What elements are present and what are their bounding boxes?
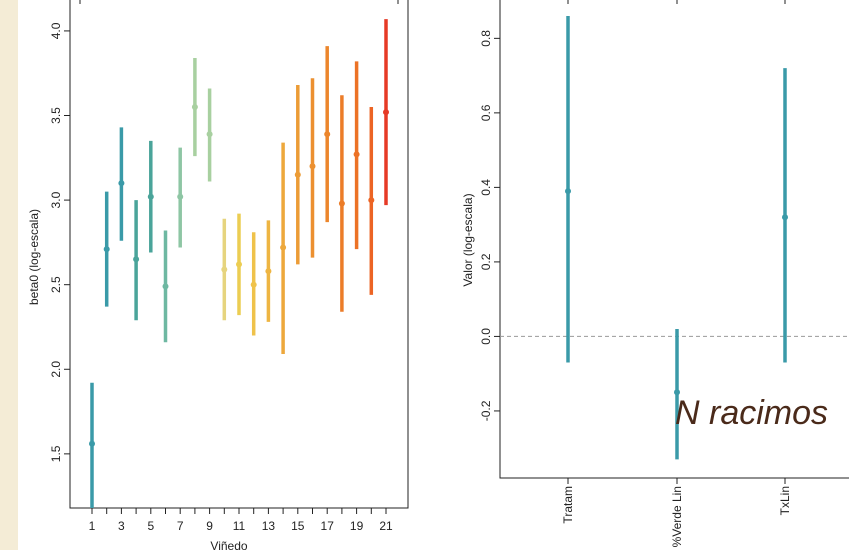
figure-panel: 1.5 2.0 2.5 3.0 3.5 4.0 1 3 5 7 9 11 13 15 17 19 21 beta0… <box>18 0 849 550</box>
y-tick-label: 0.4 <box>479 179 493 196</box>
point-vinedo-8 <box>191 104 198 111</box>
chart-beta0-vinedo: 1.52.02.53.03.54.01 3 5 7 9 11 13 15 17 19 21beta0… <box>27 0 409 550</box>
point-0 <box>565 188 571 195</box>
y-tick-label: 0.8 <box>479 30 493 47</box>
point-vinedo-15 <box>294 171 301 178</box>
point-vinedo-13 <box>265 268 272 275</box>
point-vinedo-12 <box>250 281 257 288</box>
x-tick-label: 3 <box>118 519 125 533</box>
x-tick-label: 15 <box>291 519 305 533</box>
point-vinedo-11 <box>236 261 242 268</box>
point-vinedo-16 <box>309 163 316 170</box>
x-tick-label: TxLin <box>778 486 792 515</box>
point-vinedo-3 <box>118 180 125 187</box>
point-vinedo-17 <box>324 131 331 138</box>
point-vinedo-7 <box>177 193 184 200</box>
point-vinedo-21 <box>383 109 389 116</box>
chart-coefficients: -0.2 0.0 0.2 0.4 0.6 0.8 Valor (log-escala) Tra… <box>461 0 849 547</box>
x-tick-label: 11 <box>233 519 246 533</box>
y-axis-label: beta0 (log-escala) <box>27 209 41 305</box>
x-axis-label: Viñedo <box>210 539 247 550</box>
point-vinedo-9 <box>206 131 213 138</box>
point-vinedo-5 <box>147 193 154 200</box>
x-tick-label: 19 <box>350 519 364 533</box>
point-vinedo-20 <box>368 197 375 204</box>
y-tick-label: 2.5 <box>49 276 63 293</box>
x-tick-label: 17 <box>321 519 335 533</box>
y-tick-label: 0.0 <box>479 328 493 345</box>
point-2 <box>782 214 788 221</box>
x-tick-label: 9 <box>206 519 213 533</box>
point-vinedo-10 <box>221 266 228 273</box>
y-tick-label: 1.5 <box>49 445 63 462</box>
point-vinedo-1 <box>89 440 95 447</box>
point-vinedo-6 <box>162 283 169 290</box>
point-vinedo-2 <box>103 246 110 253</box>
y-tick-label: -0.2 <box>479 400 493 421</box>
x-tick-label: Tratam <box>561 486 575 524</box>
y-tick-label: 0.2 <box>479 253 493 270</box>
point-vinedo-4 <box>133 256 140 263</box>
x-tick-label: 13 <box>262 519 276 533</box>
x-tick-label: 5 <box>147 519 154 533</box>
point-vinedo-19 <box>353 151 360 158</box>
y-tick-label: 3.5 <box>49 107 63 124</box>
x-tick-label: 7 <box>177 519 184 533</box>
annotation-n-racimos: N racimos <box>675 394 829 432</box>
x-tick-label: %Verde Lin <box>670 486 684 547</box>
x-tick-label: 21 <box>379 519 393 533</box>
plot-frame <box>499 0 849 479</box>
y-tick-label: 3.0 <box>49 191 63 208</box>
y-axis-label: Valor (log-escala) <box>461 193 475 286</box>
y-tick-label: 0.6 <box>479 104 493 121</box>
x-tick-label: 1 <box>89 519 96 533</box>
point-1 <box>674 389 680 396</box>
y-tick-label: 4.0 <box>49 22 63 39</box>
point-vinedo-14 <box>280 244 287 251</box>
point-vinedo-18 <box>338 200 345 207</box>
y-tick-label: 2.0 <box>49 361 63 378</box>
